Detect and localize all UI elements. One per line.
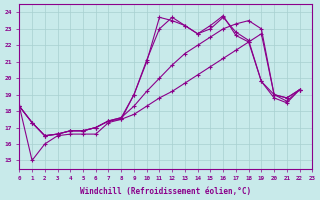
X-axis label: Windchill (Refroidissement éolien,°C): Windchill (Refroidissement éolien,°C) bbox=[80, 187, 252, 196]
